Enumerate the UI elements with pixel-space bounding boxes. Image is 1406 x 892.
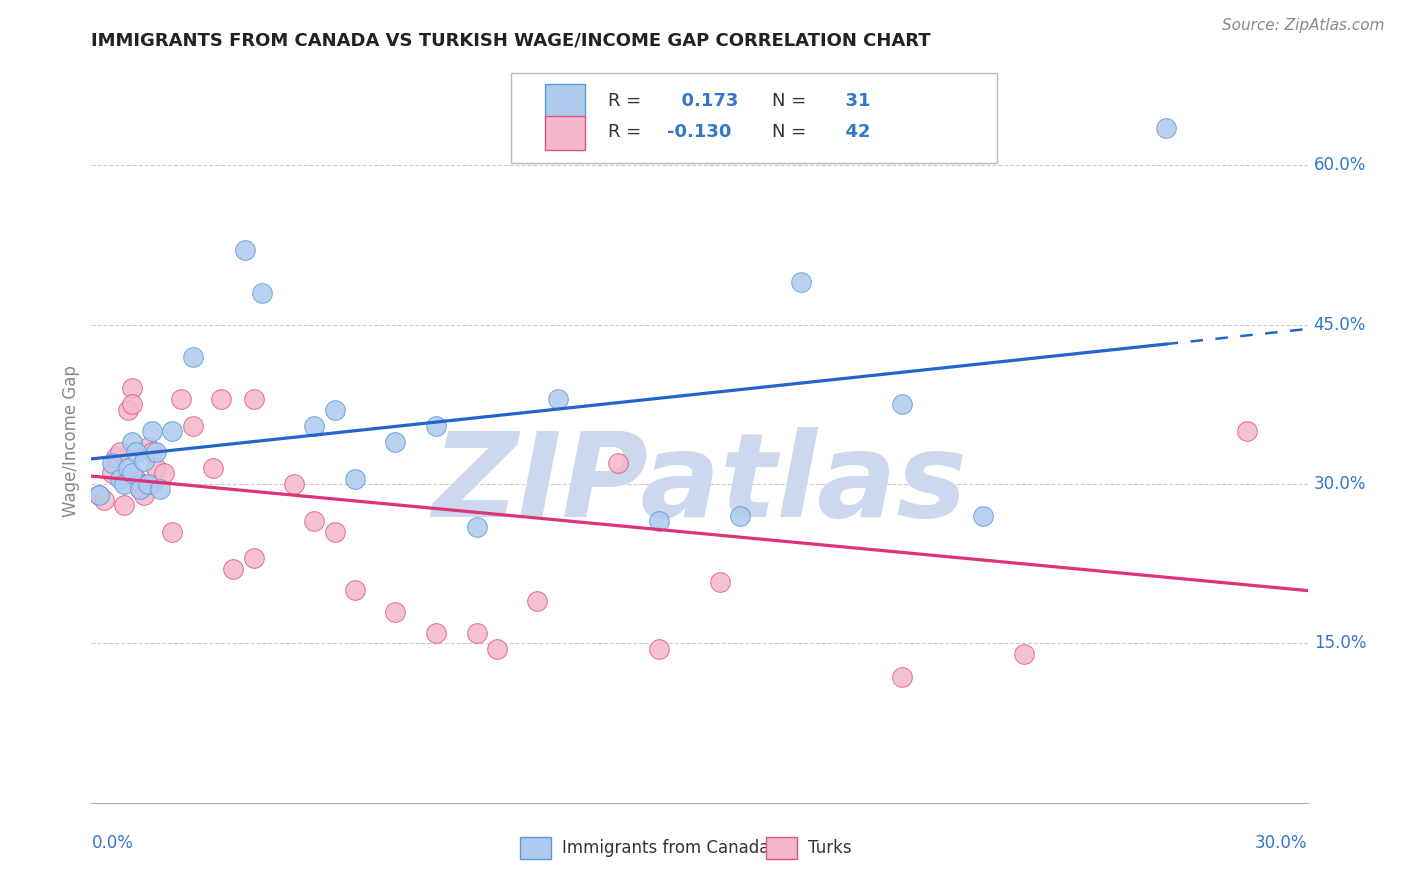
Point bbox=[141, 424, 163, 438]
Point bbox=[547, 392, 569, 406]
Point bbox=[648, 514, 671, 528]
Bar bbox=[546, 116, 585, 151]
Point bbox=[891, 670, 914, 684]
Text: 45.0%: 45.0% bbox=[1313, 316, 1367, 334]
Point bbox=[1236, 424, 1258, 438]
Point bbox=[162, 424, 184, 438]
Point bbox=[149, 483, 172, 497]
Point bbox=[343, 472, 366, 486]
Point bbox=[136, 440, 159, 454]
Text: 0.173: 0.173 bbox=[669, 92, 738, 110]
Bar bbox=[546, 84, 585, 119]
Point bbox=[749, 100, 772, 114]
Text: 0.0%: 0.0% bbox=[91, 834, 134, 852]
Point bbox=[728, 508, 751, 523]
Point bbox=[526, 594, 548, 608]
Point bbox=[141, 477, 163, 491]
Point bbox=[125, 472, 148, 486]
Point bbox=[891, 397, 914, 411]
Point bbox=[100, 456, 122, 470]
Text: Turks: Turks bbox=[808, 839, 852, 857]
Point bbox=[169, 392, 191, 406]
Point bbox=[141, 445, 163, 459]
Point bbox=[323, 402, 346, 417]
Point bbox=[132, 453, 155, 467]
Point bbox=[235, 244, 257, 258]
Point bbox=[153, 467, 176, 481]
Text: N =: N = bbox=[772, 123, 807, 141]
Point bbox=[129, 483, 152, 497]
Point bbox=[112, 477, 135, 491]
Point bbox=[100, 467, 122, 481]
Point bbox=[117, 461, 139, 475]
Point bbox=[1012, 647, 1035, 661]
Point bbox=[304, 418, 326, 433]
Text: 42: 42 bbox=[834, 123, 870, 141]
Point bbox=[145, 445, 167, 459]
Point bbox=[121, 467, 143, 481]
Point bbox=[283, 477, 305, 491]
Point bbox=[304, 514, 326, 528]
Point bbox=[121, 381, 143, 395]
Point bbox=[1154, 121, 1177, 136]
Point bbox=[93, 493, 115, 508]
Point bbox=[181, 418, 204, 433]
Point bbox=[89, 488, 111, 502]
Point bbox=[607, 456, 630, 470]
Text: IMMIGRANTS FROM CANADA VS TURKISH WAGE/INCOME GAP CORRELATION CHART: IMMIGRANTS FROM CANADA VS TURKISH WAGE/I… bbox=[91, 31, 931, 49]
Point bbox=[181, 350, 204, 364]
Point bbox=[425, 625, 447, 640]
Text: Immigrants from Canada: Immigrants from Canada bbox=[562, 839, 769, 857]
Point bbox=[112, 498, 135, 512]
Point bbox=[121, 434, 143, 449]
Point bbox=[384, 605, 406, 619]
Point bbox=[648, 641, 671, 656]
Point bbox=[125, 445, 148, 459]
Point bbox=[108, 445, 131, 459]
Point bbox=[104, 450, 127, 465]
Text: R =: R = bbox=[609, 123, 641, 141]
Point bbox=[145, 461, 167, 475]
Point bbox=[132, 488, 155, 502]
Text: Source: ZipAtlas.com: Source: ZipAtlas.com bbox=[1222, 18, 1385, 33]
Point bbox=[465, 625, 488, 640]
Point bbox=[108, 472, 131, 486]
Point bbox=[384, 434, 406, 449]
Point bbox=[972, 508, 994, 523]
Text: 30.0%: 30.0% bbox=[1313, 475, 1367, 493]
Point bbox=[129, 477, 152, 491]
Point bbox=[323, 524, 346, 539]
Point bbox=[117, 402, 139, 417]
Text: ZIPatlas: ZIPatlas bbox=[432, 427, 967, 542]
Text: N =: N = bbox=[772, 92, 807, 110]
Point bbox=[242, 392, 264, 406]
Text: -0.130: -0.130 bbox=[666, 123, 731, 141]
Y-axis label: Wage/Income Gap: Wage/Income Gap bbox=[62, 366, 80, 517]
Point bbox=[136, 477, 159, 491]
Point bbox=[162, 524, 184, 539]
Point bbox=[425, 418, 447, 433]
Point bbox=[242, 551, 264, 566]
Point bbox=[485, 641, 508, 656]
Point bbox=[465, 519, 488, 533]
Point bbox=[202, 461, 225, 475]
Point bbox=[209, 392, 232, 406]
Text: 15.0%: 15.0% bbox=[1313, 634, 1367, 652]
Text: 30.0%: 30.0% bbox=[1256, 834, 1308, 852]
Text: R =: R = bbox=[609, 92, 641, 110]
Point bbox=[222, 562, 245, 576]
Point bbox=[129, 483, 152, 497]
Text: 60.0%: 60.0% bbox=[1313, 156, 1367, 174]
Point bbox=[709, 574, 731, 589]
Point bbox=[790, 275, 813, 289]
Point bbox=[343, 583, 366, 598]
Point bbox=[250, 285, 273, 300]
FancyBboxPatch shape bbox=[510, 73, 997, 163]
Point bbox=[89, 488, 111, 502]
Point bbox=[121, 397, 143, 411]
Text: 31: 31 bbox=[834, 92, 870, 110]
